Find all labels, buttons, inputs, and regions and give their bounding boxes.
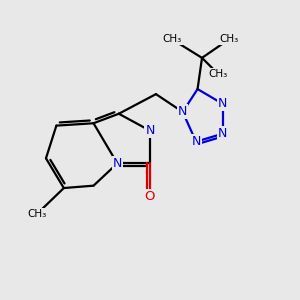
Text: CH₃: CH₃ <box>209 69 228 79</box>
Text: O: O <box>145 190 155 203</box>
Text: N: N <box>145 124 155 137</box>
Text: N: N <box>191 135 201 148</box>
Text: N: N <box>112 157 122 170</box>
Text: CH₃: CH₃ <box>163 34 182 44</box>
Text: N: N <box>218 127 227 140</box>
Text: N: N <box>178 106 188 118</box>
Text: CH₃: CH₃ <box>219 34 239 44</box>
Text: CH₃: CH₃ <box>27 209 47 219</box>
Text: N: N <box>218 98 227 110</box>
